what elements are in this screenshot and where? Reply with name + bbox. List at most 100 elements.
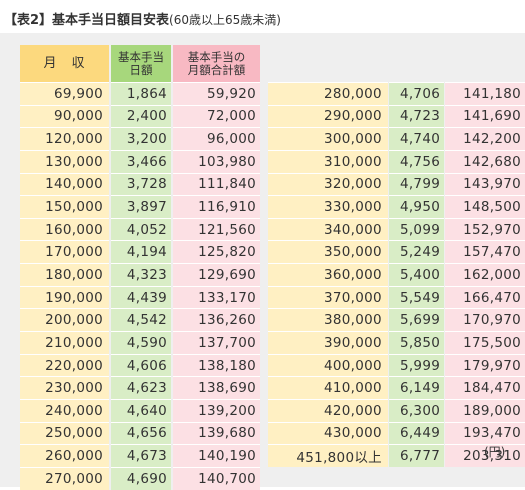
daily-benefit-cell: 4,950	[389, 195, 445, 218]
monthly-income-cell: 340,000	[268, 217, 388, 241]
monthly-benefit-cell: 138,180	[173, 353, 260, 377]
monthly-income-cell: 190,000	[20, 285, 109, 309]
table-row: 120,000 3,200 96,000	[20, 127, 260, 150]
daily-benefit-cell: 1,864	[111, 82, 171, 105]
unit-label: (円)	[484, 445, 506, 459]
monthly-income-cell: 350,000	[268, 240, 388, 264]
daily-benefit-cell: 3,200	[111, 127, 171, 150]
daily-benefit-cell: 6,149	[389, 376, 445, 399]
monthly-benefit-cell: 157,470	[445, 240, 525, 264]
table-row: 210,000 4,590 137,700	[20, 331, 260, 354]
table-row: 69,900 1,864 59,920	[20, 82, 260, 105]
header-monthly-benefit-label: 基本手当の 月額合計額	[187, 49, 246, 77]
daily-benefit-cell: 5,400	[389, 263, 445, 286]
table-row: 220,000 4,606 138,180	[20, 353, 260, 377]
table-row: 380,000 5,699 170,970	[268, 308, 525, 332]
daily-benefit-cell: 4,640	[111, 398, 171, 422]
daily-benefit-cell: 4,542	[111, 308, 171, 332]
table-row: 430,000 6,449 193,470	[268, 421, 525, 445]
table-row: 400,000 5,999 179,970	[268, 353, 525, 377]
monthly-benefit-cell: 125,820	[173, 240, 260, 264]
daily-benefit-cell: 4,323	[111, 263, 171, 286]
table-row: 340,000 5,099 152,970	[268, 217, 525, 241]
table-title-sub: (60歳以上65歳未満)	[169, 13, 281, 27]
daily-benefit-cell: 5,249	[389, 240, 445, 264]
table-row: 200,000 4,542 136,260	[20, 308, 260, 332]
monthly-benefit-cell: 142,680	[445, 149, 525, 173]
benefit-table-left: 月 収 基本手当 日額 基本手当の 月額合計額 69,900 1,864 59,92…	[20, 45, 260, 490]
daily-benefit-cell: 4,623	[111, 376, 171, 399]
daily-benefit-cell: 4,706	[389, 82, 445, 105]
monthly-benefit-cell: 59,920	[173, 82, 260, 105]
table-row: 170,000 4,194 125,820	[20, 240, 260, 264]
monthly-income-cell: 130,000	[20, 149, 109, 173]
monthly-income-cell: 370,000	[268, 285, 388, 309]
daily-benefit-cell: 5,699	[389, 308, 445, 332]
daily-benefit-cell: 6,449	[389, 421, 445, 445]
monthly-income-cell: 240,000	[20, 398, 109, 422]
daily-benefit-cell: 5,549	[389, 285, 445, 309]
table-row: 280,000 4,706 141,180	[268, 82, 525, 105]
monthly-benefit-cell: 179,970	[445, 353, 525, 377]
daily-benefit-cell: 4,799	[389, 172, 445, 196]
table-title: 【表2】基本手当日額目安表(60歳以上65歳未満)	[4, 9, 281, 28]
monthly-benefit-cell: 140,700	[173, 466, 260, 490]
monthly-income-cell: 430,000	[268, 421, 388, 445]
monthly-income-cell: 320,000	[268, 172, 388, 196]
table-row: 330,000 4,950 148,500	[268, 195, 525, 218]
monthly-benefit-cell: 203,310	[445, 444, 525, 467]
monthly-income-cell: 260,000	[20, 444, 109, 467]
header-monthly-benefit-total: 基本手当の 月額合計額	[173, 45, 260, 82]
daily-benefit-cell: 4,723	[389, 104, 445, 128]
monthly-income-cell: 200,000	[20, 308, 109, 332]
daily-benefit-cell: 4,439	[111, 285, 171, 309]
monthly-income-cell: 210,000	[20, 331, 109, 354]
daily-benefit-cell: 2,400	[111, 104, 171, 128]
monthly-benefit-cell: 111,840	[173, 172, 260, 196]
daily-benefit-cell: 5,850	[389, 331, 445, 354]
benefit-table-right: 280,000 4,706 141,180 290,000 4,723 141,690 30…	[268, 82, 525, 467]
monthly-income-cell: 150,000	[20, 195, 109, 218]
monthly-income-cell: 380,000	[268, 308, 388, 332]
table-row: 180,000 4,323 129,690	[20, 263, 260, 286]
daily-benefit-cell: 3,897	[111, 195, 171, 218]
table-row: 420,000 6,300 189,000	[268, 398, 525, 422]
monthly-income-cell: 280,000	[268, 82, 388, 105]
monthly-benefit-cell: 189,000	[445, 398, 525, 422]
monthly-income-cell: 270,000	[20, 466, 109, 490]
daily-benefit-cell: 6,777	[389, 444, 445, 467]
daily-benefit-cell: 4,052	[111, 217, 171, 241]
daily-benefit-cell: 4,690	[111, 466, 171, 490]
monthly-income-cell: 69,900	[20, 82, 109, 105]
monthly-benefit-cell: 142,200	[445, 127, 525, 150]
daily-benefit-cell: 6,300	[389, 398, 445, 422]
monthly-income-cell: 330,000	[268, 195, 388, 218]
monthly-income-cell: 410,000	[268, 376, 388, 399]
monthly-benefit-cell: 129,690	[173, 263, 260, 286]
monthly-income-cell: 120,000	[20, 127, 109, 150]
header-daily-benefit-label: 基本手当 日額	[118, 49, 164, 77]
monthly-benefit-cell: 116,910	[173, 195, 260, 218]
table-row: 270,000 4,690 140,700	[20, 466, 260, 490]
monthly-income-cell: 230,000	[20, 376, 109, 399]
monthly-benefit-cell: 137,700	[173, 331, 260, 354]
daily-benefit-cell: 5,999	[389, 353, 445, 377]
table-row: 320,000 4,799 143,970	[268, 172, 525, 196]
daily-benefit-cell: 4,606	[111, 353, 171, 377]
monthly-benefit-cell: 140,190	[173, 444, 260, 467]
daily-benefit-cell: 4,740	[389, 127, 445, 150]
table-row: 190,000 4,439 133,170	[20, 285, 260, 309]
table-row: 90,000 2,400 72,000	[20, 104, 260, 128]
table-title-main: 【表2】基本手当日額目安表	[4, 13, 170, 28]
monthly-benefit-cell: 166,470	[445, 285, 525, 309]
table-row: 451,800以上 6,777 203,310	[268, 444, 525, 467]
monthly-benefit-cell: 96,000	[173, 127, 260, 150]
monthly-benefit-cell: 141,690	[445, 104, 525, 128]
monthly-income-cell: 220,000	[20, 353, 109, 377]
daily-benefit-cell: 4,673	[111, 444, 171, 467]
monthly-income-cell: 90,000	[20, 104, 109, 128]
monthly-benefit-cell: 152,970	[445, 217, 525, 241]
monthly-benefit-cell: 139,680	[173, 421, 260, 445]
daily-benefit-cell: 4,590	[111, 331, 171, 354]
monthly-benefit-cell: 103,980	[173, 149, 260, 173]
